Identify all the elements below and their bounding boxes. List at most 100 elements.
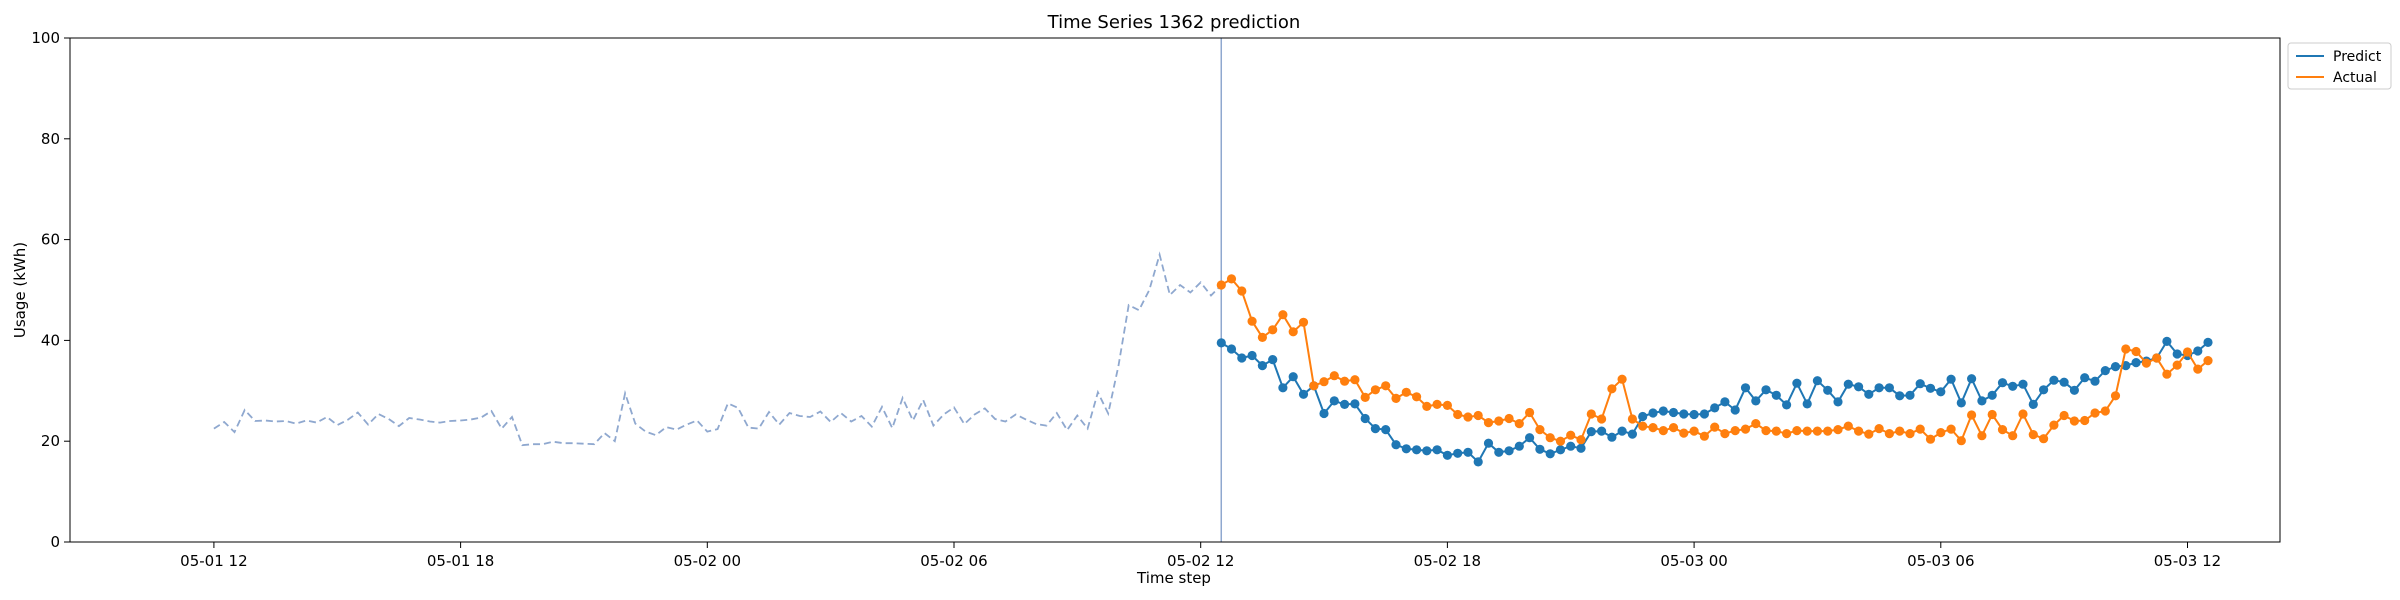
predict-point (2028, 399, 2038, 409)
actual-point (1381, 381, 1391, 391)
predict-point (1257, 361, 1267, 371)
actual-point (1956, 436, 1966, 446)
actual-point (1792, 426, 1802, 436)
actual-point (1627, 414, 1637, 424)
predict-point (1586, 427, 1596, 437)
predict-point (1987, 390, 1997, 400)
predict-point (2203, 337, 2213, 347)
actual-point (2028, 430, 2038, 440)
y-axis: 0 20 40 60 80 100 (31, 29, 70, 551)
actual-point (1329, 371, 1339, 381)
actual-point (1525, 407, 1535, 418)
predict-point (1730, 405, 1740, 415)
actual-point (2110, 391, 2121, 401)
predict-point (1360, 413, 1370, 424)
actual-point (1997, 425, 2008, 435)
predict-point (1997, 378, 2008, 388)
predict-point (1710, 403, 1720, 413)
predict-point (2162, 336, 2172, 346)
x-tick-label: 05-02 12 (1167, 552, 1234, 570)
actual-point (2018, 409, 2028, 419)
predict-point (1823, 385, 1833, 395)
predict-point (1525, 433, 1535, 443)
actual-point (1823, 426, 1833, 436)
legend-actual-label: Actual (2333, 70, 2377, 86)
actual-point (1679, 428, 1689, 438)
predict-point (1751, 396, 1761, 406)
predict-point (1617, 426, 1627, 436)
actual-point (1967, 410, 1977, 420)
actual-point (1463, 412, 1473, 422)
actual-point (1761, 426, 1771, 436)
actual-point (1226, 274, 1237, 284)
actual-point (1319, 377, 1329, 387)
predict-point (1226, 344, 1237, 354)
predict-point (2069, 385, 2079, 395)
predict-point (1453, 448, 1463, 458)
actual-point (1545, 433, 1555, 443)
actual-point (2203, 356, 2213, 366)
predict-series-points (1216, 336, 2213, 467)
actual-point (1401, 387, 1411, 397)
actual-point (1925, 434, 1936, 444)
predict-point (1884, 383, 1894, 393)
actual-point (1360, 392, 1370, 402)
predict-point (1298, 389, 1309, 399)
x-tick-label: 05-02 06 (920, 552, 987, 570)
actual-point (1884, 429, 1894, 439)
actual-point (1268, 325, 1278, 335)
predict-point (1381, 425, 1391, 435)
legend-predict-label: Predict (2333, 49, 2382, 65)
actual-point (1987, 409, 1997, 420)
x-tick-label: 05-02 00 (674, 552, 741, 570)
predict-point (2039, 385, 2049, 395)
actual-point (2039, 434, 2049, 444)
actual-point (1607, 384, 1617, 394)
predict-point (1895, 391, 1905, 401)
predict-point (1946, 374, 1956, 384)
predict-point (1422, 446, 1432, 456)
actual-point (1216, 280, 1226, 290)
predict-point (1555, 445, 1566, 455)
predict-point (1268, 355, 1278, 365)
predict-point (1802, 399, 1812, 409)
actual-point (1946, 424, 1956, 434)
actual-point (2152, 353, 2162, 363)
actual-point (1504, 413, 1514, 424)
predict-point (1925, 383, 1936, 393)
predict-point (1370, 424, 1380, 434)
actual-point (1843, 421, 1853, 431)
actual-point (2162, 369, 2172, 379)
predict-point (1319, 408, 1329, 419)
predict-point (1843, 379, 1853, 389)
actual-point (1936, 428, 1946, 438)
predict-point (1576, 443, 1586, 453)
actual-point (1370, 385, 1380, 395)
predict-point (1915, 379, 1925, 389)
actual-point (2090, 408, 2100, 418)
predict-point (1463, 447, 1473, 457)
predict-point (2008, 381, 2018, 391)
actual-point (2172, 360, 2182, 370)
predict-point (1545, 449, 1555, 459)
predict-point (1833, 397, 1843, 407)
actual-point (1802, 426, 1812, 436)
predict-point (1761, 385, 1771, 395)
predict-point (1782, 400, 1792, 410)
y-axis-label: Usage (kWh) (11, 242, 29, 338)
actual-point (1771, 426, 1781, 436)
predict-point (2059, 377, 2069, 387)
actual-point (1412, 392, 1422, 402)
y-tick-label: 20 (41, 432, 60, 450)
actual-point (1689, 426, 1699, 436)
actual-point (1597, 414, 1607, 424)
predict-point (1658, 406, 1668, 416)
predict-point (1740, 383, 1751, 393)
predict-point (1237, 353, 1247, 363)
actual-point (1514, 419, 1524, 429)
actual-point (1247, 316, 1257, 326)
actual-point (2182, 347, 2193, 357)
actual-point (1288, 327, 1298, 337)
predict-point (1874, 383, 1884, 393)
actual-point (2100, 406, 2110, 416)
